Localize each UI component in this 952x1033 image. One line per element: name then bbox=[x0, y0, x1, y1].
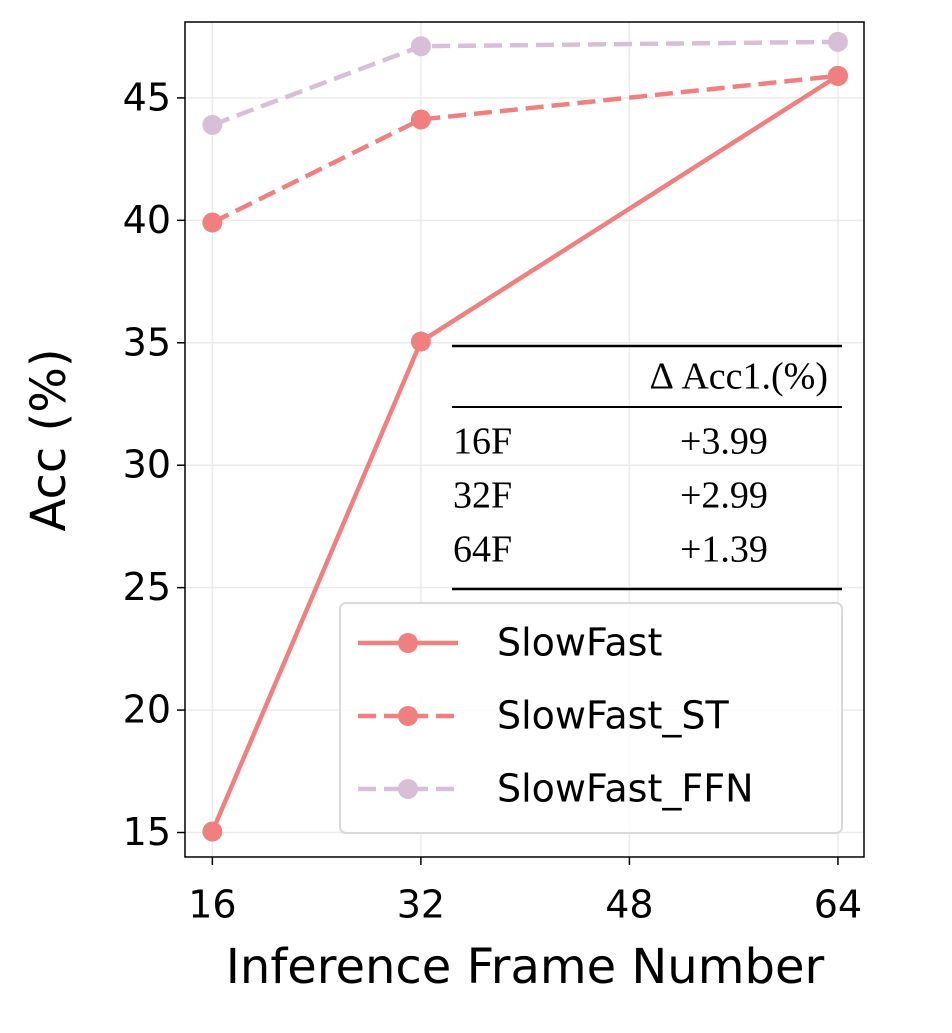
y-tick-label: 15 bbox=[123, 810, 171, 854]
legend-marker bbox=[398, 779, 418, 799]
y-axis-label: Acc (%) bbox=[21, 348, 77, 531]
point bbox=[410, 331, 431, 352]
x-tick-label: 48 bbox=[605, 883, 653, 927]
legend-label: SlowFast bbox=[497, 621, 662, 665]
legend-marker bbox=[398, 706, 418, 726]
y-tick-label: 25 bbox=[123, 565, 171, 609]
table-cell: 64F bbox=[453, 529, 512, 571]
x-tick-label: 32 bbox=[397, 883, 445, 927]
table-cell: +3.99 bbox=[680, 421, 768, 463]
point bbox=[410, 109, 431, 130]
point bbox=[410, 36, 431, 57]
x-axis-label: Inference Frame Number bbox=[226, 939, 825, 995]
legend-label: SlowFast_FFN bbox=[497, 767, 754, 811]
table-cell: +2.99 bbox=[680, 475, 768, 517]
point bbox=[827, 65, 848, 86]
y-tick-label: 30 bbox=[123, 443, 171, 487]
legend-marker bbox=[398, 633, 418, 653]
y-tick-label: 20 bbox=[123, 688, 171, 732]
y-tick-label: 35 bbox=[123, 320, 171, 364]
series-line bbox=[211, 39, 838, 127]
point bbox=[827, 31, 848, 52]
table-cell: 32F bbox=[453, 475, 512, 517]
y-tick-label: 40 bbox=[123, 198, 171, 242]
y-tick-label: 45 bbox=[123, 75, 171, 119]
table-header: Δ Acc1.(%) bbox=[650, 356, 828, 398]
x-tick-label: 16 bbox=[188, 883, 236, 927]
legend-box bbox=[339, 602, 843, 834]
table-cell: 16F bbox=[453, 421, 512, 463]
point bbox=[202, 821, 223, 842]
x-tick-label: 64 bbox=[814, 883, 862, 927]
plot-frame bbox=[184, 21, 865, 858]
legend-label: SlowFast_ST bbox=[497, 694, 729, 738]
table-cell: +1.39 bbox=[680, 529, 768, 571]
point bbox=[202, 114, 223, 135]
point bbox=[202, 212, 223, 233]
